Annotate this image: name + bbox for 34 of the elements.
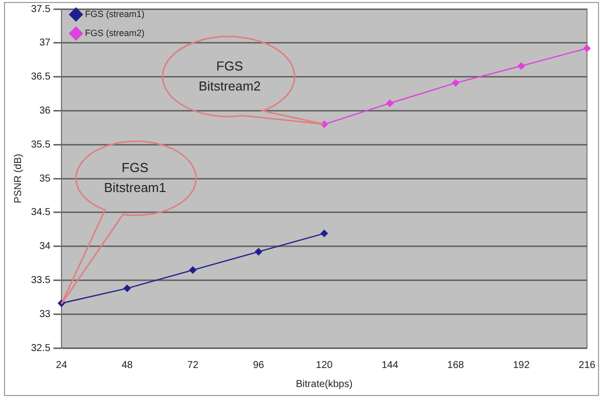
y-tick-label: 35.5: [30, 139, 51, 150]
x-tick-label: 144: [382, 360, 399, 371]
y-tick-label: 36: [39, 105, 51, 116]
legend-label: FGS (stream1): [84, 8, 144, 19]
point: [386, 100, 394, 107]
legend-label: FGS (stream2): [84, 28, 144, 38]
point: [320, 230, 328, 238]
y-tick-label: 33: [39, 308, 51, 320]
x-tick-label: 72: [187, 360, 199, 371]
point: [254, 248, 262, 256]
x-axis-title: Bitrate(kbps): [296, 378, 353, 390]
y-tick-label: 36.5: [30, 72, 51, 83]
x-tick-label: 216: [578, 360, 596, 371]
y-tick-label: 35: [39, 173, 51, 184]
point: [124, 284, 131, 292]
y-tick-label: 37: [39, 38, 51, 49]
x-tick-label: 120: [316, 360, 334, 371]
x-tick-label: 192: [512, 360, 530, 371]
annotation: FGS Bitstream1: [104, 160, 166, 196]
x-tick-label: 48: [122, 360, 134, 371]
y-tick-label: 37.5: [30, 4, 51, 15]
y-tick-label: 33.5: [30, 274, 51, 286]
x-tick-label: 96: [252, 360, 265, 371]
y-axis-title: PSNR (dB): [12, 154, 24, 204]
y-tick-label: 34: [39, 241, 51, 252]
y-tick-label: 34.5: [30, 207, 51, 218]
point: [452, 79, 460, 86]
x-tick-label: 168: [447, 360, 464, 371]
point: [518, 62, 525, 70]
point: [189, 266, 196, 274]
annotation: FGS Bitstream2: [198, 58, 261, 94]
x-tick-label: 24: [56, 360, 68, 371]
point: [583, 44, 591, 52]
y-tick-label: 32.5: [30, 342, 51, 354]
